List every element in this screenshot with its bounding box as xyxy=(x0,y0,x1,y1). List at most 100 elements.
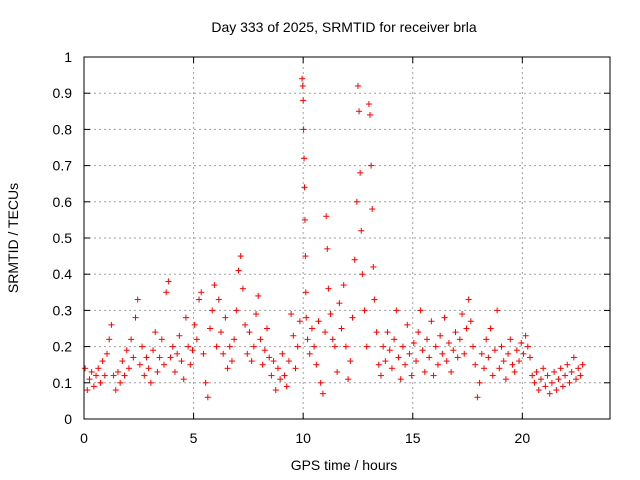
data-point xyxy=(84,387,91,394)
data-point xyxy=(95,365,102,372)
data-point xyxy=(283,383,290,390)
data-point xyxy=(544,372,551,379)
data-point xyxy=(300,97,307,104)
data-point xyxy=(557,365,564,372)
y-tick-label: 0.7 xyxy=(53,158,73,174)
data-point xyxy=(540,365,547,372)
data-point xyxy=(239,285,246,292)
data-point xyxy=(290,332,297,339)
data-point xyxy=(349,314,356,321)
data-point xyxy=(537,376,544,383)
data-point xyxy=(228,358,235,365)
data-point xyxy=(430,372,437,379)
tick-labels: 00.10.20.30.40.50.60.70.80.910 5 10 15 20 xyxy=(53,49,531,446)
data-point xyxy=(443,358,450,365)
data-point xyxy=(428,318,435,325)
data-point xyxy=(562,372,569,379)
data-point xyxy=(311,343,318,350)
data-point xyxy=(110,372,117,379)
data-point xyxy=(242,321,249,328)
data-point xyxy=(399,343,406,350)
data-point xyxy=(380,343,387,350)
data-point xyxy=(397,376,404,383)
data-point xyxy=(296,318,303,325)
data-point xyxy=(522,332,529,339)
data-point xyxy=(99,358,106,365)
data-point xyxy=(334,368,341,375)
data-point xyxy=(356,108,363,115)
y-tick-label: 0.8 xyxy=(53,121,73,137)
data-point xyxy=(222,314,229,321)
data-point xyxy=(163,289,170,296)
data-point xyxy=(518,339,525,346)
data-point xyxy=(498,343,505,350)
data-point xyxy=(150,347,157,354)
data-point xyxy=(288,311,295,318)
data-point xyxy=(456,336,463,343)
data-point xyxy=(454,354,461,361)
data-point xyxy=(417,307,424,314)
data-point xyxy=(176,332,183,339)
data-point xyxy=(500,358,507,365)
data-point xyxy=(459,311,466,318)
data-point xyxy=(306,350,313,357)
data-point xyxy=(180,376,187,383)
data-point xyxy=(156,354,163,361)
data-point xyxy=(274,365,281,372)
data-point xyxy=(551,368,558,375)
data-point xyxy=(143,354,150,361)
data-point xyxy=(145,365,152,372)
x-tick-label: 15 xyxy=(405,430,421,446)
data-point xyxy=(480,365,487,372)
data-point xyxy=(331,343,338,350)
data-point xyxy=(363,343,370,350)
x-axis-label: GPS time / hours xyxy=(291,457,398,473)
data-point xyxy=(322,329,329,336)
data-point xyxy=(342,343,349,350)
data-point xyxy=(419,347,426,354)
data-point xyxy=(524,343,531,350)
data-point xyxy=(472,361,479,368)
data-point xyxy=(404,321,411,328)
data-point xyxy=(358,227,365,234)
data-point xyxy=(485,354,492,361)
data-point xyxy=(489,372,496,379)
data-point xyxy=(171,368,178,375)
data-point xyxy=(324,245,331,252)
data-point xyxy=(121,372,128,379)
data-point xyxy=(520,350,527,357)
data-point xyxy=(406,350,413,357)
data-point xyxy=(570,354,577,361)
data-point xyxy=(299,75,306,82)
data-point xyxy=(410,339,417,346)
y-tick-label: 0.1 xyxy=(53,375,73,391)
x-tick-label: 10 xyxy=(295,430,311,446)
data-point xyxy=(204,394,211,401)
data-point xyxy=(511,368,518,375)
data-point xyxy=(323,213,330,220)
data-point xyxy=(231,336,238,343)
data-point xyxy=(250,343,257,350)
data-point xyxy=(478,350,485,357)
data-point xyxy=(496,365,503,372)
y-tick-label: 0.5 xyxy=(53,230,73,246)
data-point xyxy=(272,387,279,394)
x-tick-label: 0 xyxy=(80,430,88,446)
data-point xyxy=(347,358,354,365)
data-point xyxy=(573,376,580,383)
data-point xyxy=(220,350,227,357)
data-point xyxy=(97,379,104,386)
data-point xyxy=(301,155,308,162)
data-point xyxy=(302,289,309,296)
data-point xyxy=(106,336,113,343)
data-point xyxy=(329,336,336,343)
data-point xyxy=(281,372,288,379)
data-point xyxy=(377,372,384,379)
data-point xyxy=(301,216,308,223)
data-point xyxy=(368,162,375,169)
data-point xyxy=(371,296,378,303)
data-point xyxy=(516,358,523,365)
data-point xyxy=(340,282,347,289)
data-point xyxy=(233,307,240,314)
